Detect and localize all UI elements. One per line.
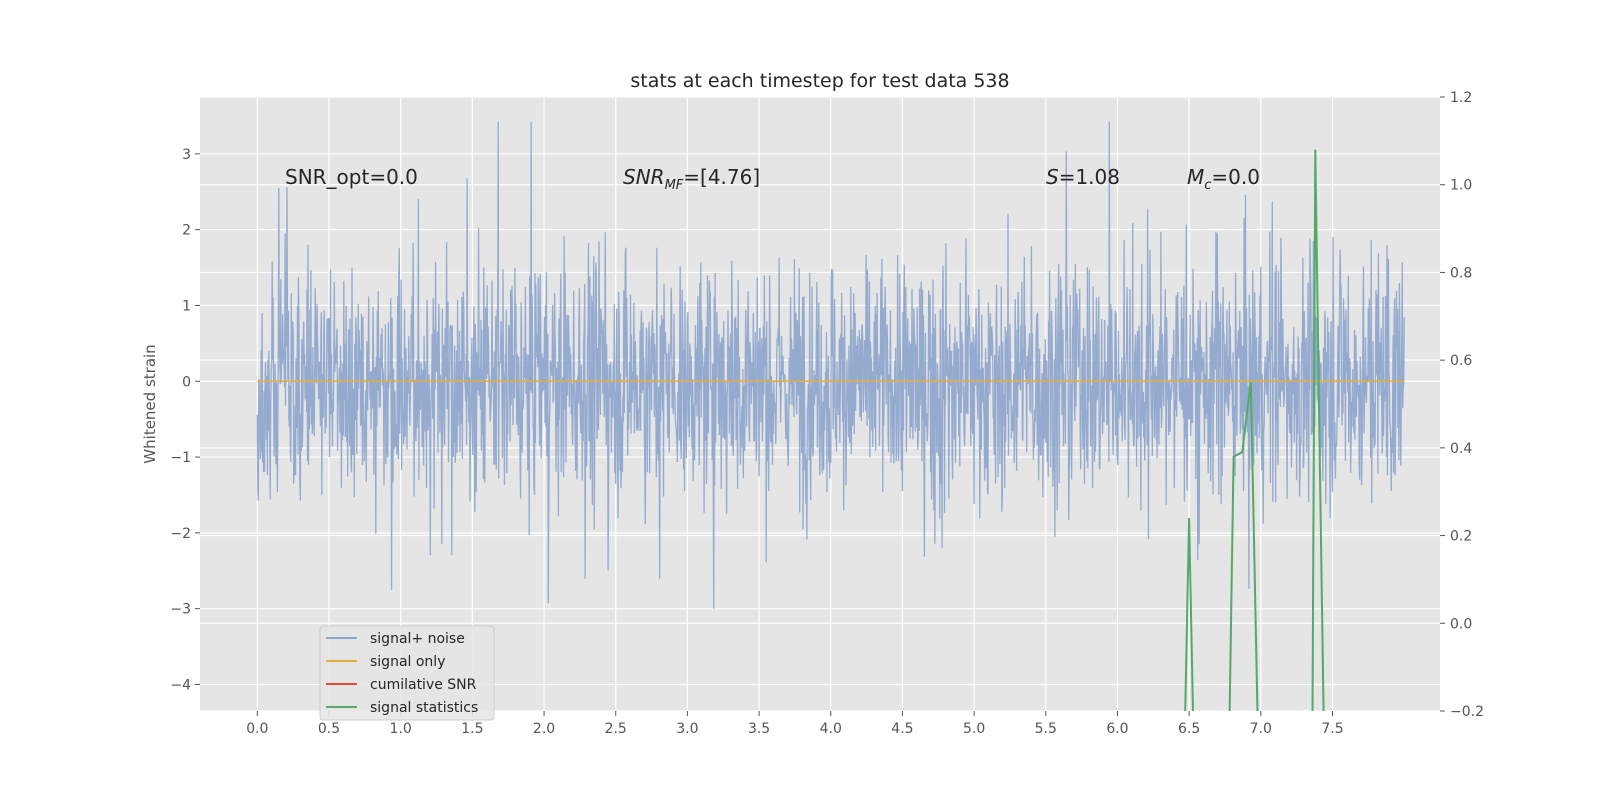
annotation-mc-sub: c [1204, 178, 1211, 193]
legend-label: signal+ noise [370, 631, 465, 647]
x-tick-label: 6.5 [1178, 721, 1200, 737]
x-tick-label: 2.0 [533, 721, 555, 737]
y2-tick-label: 0.2 [1450, 529, 1472, 545]
x-tick-label: 2.5 [605, 721, 627, 737]
x-tick-label: 6.0 [1106, 721, 1128, 737]
x-tick-label: 7.0 [1250, 721, 1272, 737]
x-tick-label: 4.5 [891, 721, 913, 737]
annotation-snr-mf-label: SNR [623, 165, 665, 189]
x-tick-label: 5.5 [1035, 721, 1057, 737]
x-tick-label: 3.0 [676, 721, 698, 737]
x-tick-label: 4.0 [820, 721, 842, 737]
annotation-snr-mf-value: =[4.76] [683, 165, 760, 189]
annotation-mc-value: =0.0 [1211, 165, 1260, 189]
y-tick-label: 1 [182, 298, 191, 314]
y2-tick-label: 1.0 [1450, 178, 1472, 194]
x-tick-label: 1.5 [461, 721, 483, 737]
y-tick-label: −1 [170, 450, 191, 466]
legend-label: cumilative SNR [370, 677, 477, 693]
y2-tick-label: 0.8 [1450, 265, 1472, 281]
y-axis-left: 3 2 1 0 −1 −2 −3 −4 [170, 147, 200, 693]
y-tick-label: 2 [182, 223, 191, 239]
x-axis: 0.0 0.5 1.0 1.5 2.0 2.5 3.0 3.5 4.0 4.5 5.0 5.5 6.0 6… [246, 711, 1344, 737]
x-tick-label: 0.0 [246, 721, 268, 737]
traces [256, 121, 1405, 711]
y2-tick-label: 0.0 [1450, 616, 1472, 632]
annotation-s-label: S [1046, 165, 1059, 189]
y2-tick-label: 0.6 [1450, 353, 1472, 369]
y2-tick-label: 1.2 [1450, 90, 1472, 106]
y-axis-label: Whitened strain [141, 344, 159, 463]
annotation-snr-mf-sub: MF [665, 178, 684, 193]
annotation-snr-mf: SNRMF=[4.76] [623, 165, 760, 193]
x-tick-label: 1.0 [390, 721, 412, 737]
y-tick-label: −3 [170, 602, 191, 618]
y-tick-label: −2 [170, 526, 191, 542]
annotation-s-value: =1.08 [1059, 165, 1120, 189]
chart-title: stats at each timestep for test data 538 [630, 70, 1009, 92]
y2-tick-label: 0.4 [1450, 441, 1472, 457]
x-tick-label: 5.0 [963, 721, 985, 737]
annotation-s: S=1.08 [1046, 165, 1120, 189]
x-tick-label: 7.5 [1321, 721, 1343, 737]
series-signal-statistics-line [1184, 149, 1325, 711]
annotation-mc-label: M [1187, 165, 1204, 189]
y-tick-label: −4 [170, 677, 191, 693]
y-tick-label: 3 [182, 147, 191, 163]
y-axis-right: 1.2 1.0 0.8 0.6 0.4 0.2 0.0 −0.2 [1440, 90, 1484, 720]
annotation-snr-opt: SNR_opt=0.0 [285, 165, 418, 189]
y2-tick-label: −0.2 [1450, 704, 1484, 720]
series-signal-noise-line [256, 121, 1405, 609]
x-tick-label: 0.5 [318, 721, 340, 737]
y-tick-label: 0 [182, 374, 191, 390]
legend-box [319, 625, 495, 721]
legend-label: signal statistics [370, 700, 478, 716]
legend-label: signal only [370, 654, 445, 670]
annotation-mc: Mc=0.0 [1187, 165, 1260, 193]
x-tick-label: 3.5 [748, 721, 770, 737]
legend: signal+ noise signal only cumilative SNR si… [319, 625, 495, 721]
